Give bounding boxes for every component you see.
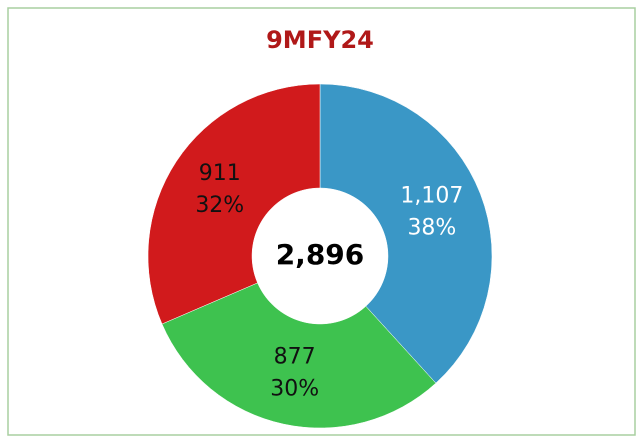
value-label: 911 (199, 161, 241, 186)
chart-title: 9MFY24 (266, 26, 374, 54)
slice (161, 282, 437, 429)
percent-label: 32% (195, 193, 244, 218)
center-label: 2,896 (276, 238, 365, 271)
slice (319, 83, 493, 384)
value-label: 1,107 (400, 184, 463, 209)
slice (147, 83, 321, 325)
value-label: 877 (274, 344, 316, 369)
percent-label: 38% (407, 216, 456, 241)
percent-label: 30% (270, 376, 319, 401)
